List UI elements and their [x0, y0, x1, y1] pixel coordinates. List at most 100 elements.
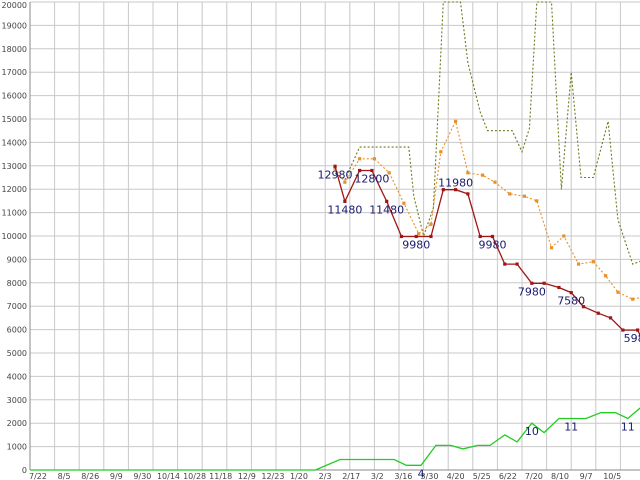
data-point-avg_price: [493, 180, 497, 184]
data-point-min_price: [343, 199, 347, 203]
y-tick-label: 5000: [7, 349, 27, 358]
y-tick-label: 20000: [2, 1, 27, 10]
data-point-min_price: [441, 188, 445, 192]
x-tick-label: 2/17: [342, 472, 360, 480]
data-label: 11: [621, 421, 635, 434]
y-tick-label: 11000: [2, 209, 27, 218]
data-point-min_price: [429, 234, 433, 239]
y-tick-label: 14000: [2, 138, 27, 147]
x-tick-label: 5/25: [473, 472, 491, 480]
data-point-avg_price: [591, 260, 595, 264]
data-point-avg_price: [372, 157, 376, 161]
data-point-min_price: [333, 164, 337, 168]
data-point-avg_price: [439, 150, 443, 154]
x-tick-label: 1/20: [290, 472, 308, 480]
x-tick-label: 2/3: [319, 472, 332, 480]
x-tick-label: 9/9: [110, 472, 123, 480]
y-axis-ticks: 0 1000 2000 3000 4000 5000 6000 7000 8000 9000 100…: [2, 1, 27, 475]
data-point-avg_price: [387, 171, 391, 175]
y-tick-label: 13000: [2, 162, 27, 171]
y-tick-label: 3000: [7, 396, 27, 405]
x-tick-label: 4/20: [447, 472, 465, 480]
data-label: 4: [418, 467, 425, 480]
data-label: 11: [564, 421, 578, 434]
data-point-avg_price: [466, 171, 470, 175]
data-point-min_price: [636, 328, 640, 332]
data-point-avg_price: [522, 194, 527, 198]
y-tick-label: 18000: [2, 45, 27, 54]
x-tick-label: 10/5: [603, 472, 621, 480]
series-line-max_price: [334, 1, 640, 265]
data-point-avg_price: [417, 232, 421, 236]
data-labels: 12980 11480 12800 11480 9980 11980 9980 7980 758…: [318, 168, 640, 480]
y-tick-label: 10000: [2, 232, 27, 241]
y-tick-label: 16000: [2, 92, 27, 101]
y-tick-label: 17000: [2, 68, 27, 77]
data-point-min_price: [453, 188, 458, 192]
data-label: 11980: [438, 177, 473, 190]
x-axis-ticks: 7/22 8/5 8/26 9/9 9/30 10/14 10/28 11/18 12/9 12/…: [29, 472, 621, 480]
y-tick-label: 1000: [7, 443, 27, 452]
data-label: 5980: [624, 332, 640, 345]
data-point-min_price: [557, 285, 561, 290]
y-tick-label: 0: [22, 466, 27, 475]
data-label: 11480: [369, 203, 404, 216]
y-tick-label: 6000: [7, 326, 27, 335]
x-tick-label: 9/7: [580, 472, 593, 480]
y-tick-label: 19000: [2, 21, 27, 30]
x-tick-label: 12/23: [261, 472, 284, 480]
data-point-min_price: [466, 192, 470, 196]
x-tick-label: 8/5: [58, 472, 71, 480]
data-point-min_price: [490, 234, 495, 239]
data-point-min_price: [542, 281, 546, 285]
x-tick-label: 3/16: [394, 472, 412, 480]
data-label: 9980: [402, 238, 430, 251]
data-point-avg_price: [508, 192, 512, 196]
data-point-avg_price: [358, 157, 362, 161]
data-point-min_price: [515, 262, 519, 266]
x-tick-label: 10/14: [157, 472, 180, 480]
x-tick-label: 11/18: [209, 472, 232, 480]
data-point-min_price: [569, 291, 573, 295]
y-tick-label: 15000: [2, 115, 27, 124]
data-label: 11480: [327, 203, 362, 216]
data-point-min_price: [370, 168, 374, 173]
data-point-avg_price: [631, 297, 635, 301]
data-point-min_price: [608, 316, 613, 320]
data-point-avg_price: [343, 180, 347, 184]
data-label: 12980: [318, 168, 353, 181]
data-label: 7580: [557, 295, 585, 308]
y-tick-label: 2000: [7, 419, 27, 428]
x-tick-label: 12/9: [238, 472, 256, 480]
x-tick-label: 9/30: [133, 472, 151, 480]
data-point-avg_price: [429, 222, 433, 226]
data-point-avg_price: [453, 119, 458, 123]
data-point-avg_price: [535, 199, 539, 203]
data-point-avg_price: [549, 246, 554, 250]
data-point-min_price: [399, 234, 404, 239]
x-tick-label: 3/2: [371, 472, 384, 480]
y-tick-label: 8000: [7, 279, 27, 288]
data-point-avg_price: [604, 274, 608, 278]
x-tick-label: 3/30: [421, 472, 439, 480]
series-line-min_price: [334, 166, 640, 337]
data-point-min_price: [503, 262, 507, 266]
data-label: 7980: [518, 285, 546, 298]
y-tick-label: 9000: [7, 255, 27, 264]
y-tick-label: 4000: [7, 372, 27, 381]
data-point-min_price: [530, 281, 534, 285]
data-label: 10: [525, 425, 539, 438]
data-point-avg_price: [616, 290, 620, 294]
data-point-min_price: [414, 234, 418, 239]
x-tick-label: 10/28: [183, 472, 206, 480]
x-tick-label: 8/26: [81, 472, 99, 480]
data-point-min_price: [358, 168, 362, 173]
data-point-avg_price: [481, 173, 485, 177]
data-point-avg_price: [402, 201, 406, 205]
grid: [29, 1, 640, 471]
series-layer: [30, 1, 640, 471]
data-point-min_price: [478, 234, 482, 239]
data-point-min_price: [385, 199, 389, 203]
data-point-min_price: [596, 311, 600, 315]
